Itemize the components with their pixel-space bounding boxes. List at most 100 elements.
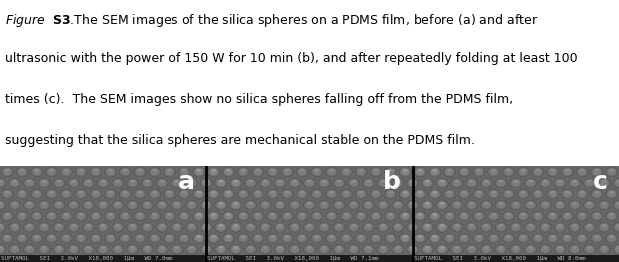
Ellipse shape (248, 202, 253, 205)
Ellipse shape (93, 191, 98, 194)
Ellipse shape (453, 157, 461, 164)
Ellipse shape (431, 146, 439, 153)
Ellipse shape (201, 200, 212, 210)
Ellipse shape (48, 213, 56, 220)
Ellipse shape (230, 200, 241, 210)
Ellipse shape (5, 191, 10, 194)
Ellipse shape (311, 255, 323, 262)
Ellipse shape (342, 146, 350, 153)
Ellipse shape (38, 222, 50, 232)
Ellipse shape (458, 167, 470, 177)
Ellipse shape (605, 211, 618, 221)
Ellipse shape (3, 213, 11, 220)
Ellipse shape (291, 246, 299, 253)
Ellipse shape (266, 167, 279, 177)
Ellipse shape (70, 246, 78, 253)
Ellipse shape (215, 156, 227, 166)
Ellipse shape (261, 157, 269, 164)
Ellipse shape (605, 255, 618, 262)
Ellipse shape (3, 146, 11, 153)
Ellipse shape (438, 202, 446, 208)
Ellipse shape (513, 224, 518, 227)
Ellipse shape (142, 200, 153, 210)
Ellipse shape (394, 157, 402, 164)
Ellipse shape (439, 158, 444, 160)
Ellipse shape (600, 224, 608, 231)
Ellipse shape (466, 245, 477, 254)
Ellipse shape (86, 224, 91, 227)
Ellipse shape (327, 146, 335, 153)
Ellipse shape (576, 145, 589, 155)
Ellipse shape (178, 233, 190, 243)
Ellipse shape (288, 222, 301, 232)
Ellipse shape (200, 178, 213, 188)
Ellipse shape (556, 246, 564, 253)
Ellipse shape (443, 189, 456, 199)
Ellipse shape (285, 257, 290, 260)
Ellipse shape (451, 244, 463, 254)
Ellipse shape (200, 222, 213, 232)
Ellipse shape (304, 156, 315, 166)
Ellipse shape (561, 211, 573, 221)
Ellipse shape (469, 202, 474, 205)
Ellipse shape (504, 213, 513, 220)
Ellipse shape (407, 245, 418, 254)
Ellipse shape (370, 255, 382, 262)
Ellipse shape (484, 202, 489, 205)
Ellipse shape (284, 235, 292, 242)
Ellipse shape (134, 145, 146, 155)
Ellipse shape (587, 246, 592, 249)
Ellipse shape (208, 256, 219, 262)
Ellipse shape (392, 222, 404, 232)
Ellipse shape (195, 146, 203, 153)
Ellipse shape (121, 213, 129, 220)
Ellipse shape (600, 246, 608, 253)
Ellipse shape (554, 222, 566, 232)
Ellipse shape (31, 211, 43, 221)
Ellipse shape (609, 169, 614, 171)
Ellipse shape (576, 233, 588, 243)
Ellipse shape (298, 257, 306, 262)
Ellipse shape (201, 245, 212, 254)
Ellipse shape (119, 145, 132, 155)
Ellipse shape (266, 189, 279, 199)
Ellipse shape (340, 256, 352, 262)
Ellipse shape (561, 189, 573, 199)
Ellipse shape (79, 191, 84, 194)
Ellipse shape (414, 167, 426, 177)
Ellipse shape (532, 167, 544, 177)
Ellipse shape (76, 167, 87, 177)
Ellipse shape (150, 257, 158, 262)
Ellipse shape (386, 146, 394, 153)
Ellipse shape (466, 200, 477, 210)
Ellipse shape (267, 211, 279, 221)
Ellipse shape (104, 145, 117, 155)
Ellipse shape (158, 180, 166, 186)
Ellipse shape (532, 256, 543, 262)
Ellipse shape (487, 211, 500, 221)
Ellipse shape (86, 158, 91, 160)
Ellipse shape (201, 222, 212, 232)
Ellipse shape (422, 200, 433, 210)
Ellipse shape (613, 222, 619, 232)
Ellipse shape (164, 211, 175, 221)
Ellipse shape (188, 246, 196, 253)
Ellipse shape (517, 189, 530, 199)
Ellipse shape (606, 233, 617, 243)
Ellipse shape (473, 255, 485, 262)
Ellipse shape (277, 224, 282, 227)
Ellipse shape (453, 224, 461, 231)
Ellipse shape (200, 156, 213, 166)
Ellipse shape (266, 211, 279, 221)
Ellipse shape (241, 191, 246, 194)
Ellipse shape (201, 178, 212, 188)
Ellipse shape (524, 178, 537, 188)
Ellipse shape (246, 180, 254, 186)
Ellipse shape (281, 189, 294, 199)
Ellipse shape (108, 147, 113, 149)
Ellipse shape (342, 235, 350, 242)
Ellipse shape (38, 245, 50, 254)
Ellipse shape (568, 178, 581, 188)
Ellipse shape (196, 147, 201, 149)
Ellipse shape (509, 156, 522, 166)
